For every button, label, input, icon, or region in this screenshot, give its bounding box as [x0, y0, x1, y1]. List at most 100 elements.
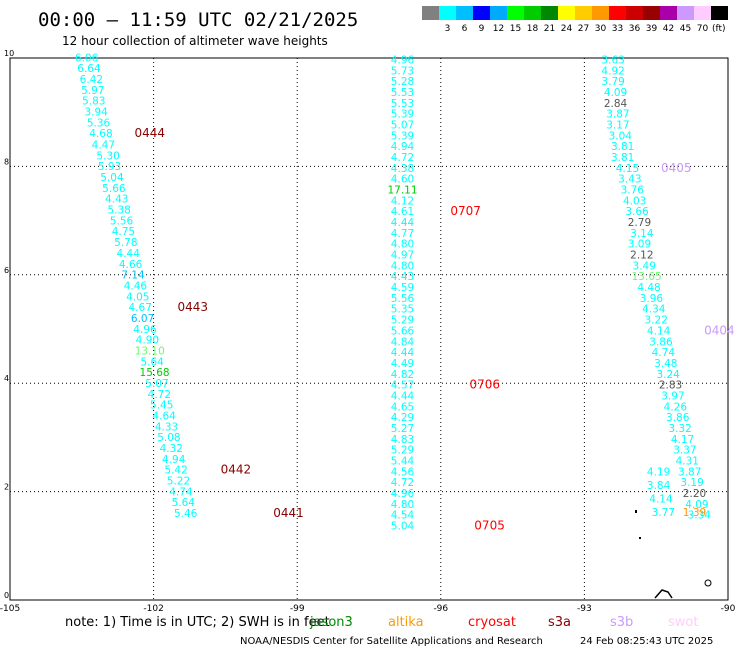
legend-item: s3a	[548, 615, 571, 630]
wave-height-value: 5.56	[391, 293, 415, 305]
legend-item: s3b	[610, 615, 633, 630]
wave-height-value: 4.65	[391, 401, 414, 413]
wave-height-value: 4.80	[391, 499, 414, 511]
x-tick-label: -105	[0, 604, 20, 614]
wave-height-value: 5.64	[140, 356, 164, 368]
wave-height-value: 4.09	[685, 499, 708, 511]
colorbar-label: 27	[578, 24, 589, 34]
orbit-label: 0443	[178, 300, 209, 314]
wave-height-value: 4.90	[136, 335, 159, 347]
orbit-label: 0707	[450, 204, 481, 218]
wave-height-value: 5.22	[167, 476, 190, 488]
wave-height-value: 5.36	[87, 117, 111, 129]
wave-height-value: 4.94	[162, 454, 186, 466]
colorbar-label: 12	[493, 24, 504, 34]
wave-height-value: 5.56	[110, 215, 134, 227]
wave-height-value: 7.14	[121, 270, 145, 282]
wave-height-value: 13.10	[135, 345, 165, 357]
y-tick-label: 6	[4, 266, 9, 275]
wave-height-value: 4.92	[601, 65, 624, 77]
wave-height-value: 4.44	[391, 217, 415, 229]
wave-height-value: 3.84	[647, 480, 671, 492]
x-tick-label: -99	[290, 604, 305, 614]
wave-height-value: 3.04	[609, 130, 633, 142]
colorbar-swatch	[711, 6, 728, 20]
wave-height-value: 3.32	[668, 423, 691, 435]
wave-height-value: 4.74	[652, 347, 676, 359]
wave-height-value: 5.46	[174, 508, 198, 520]
wave-height-value: 4.83	[391, 434, 414, 446]
colorbar-label: 42	[663, 24, 674, 34]
wave-height-value: 5.27	[391, 423, 414, 435]
colorbar-swatch	[558, 6, 575, 20]
wave-height-value: 4.96	[391, 488, 415, 500]
wave-height-value: 4.32	[160, 443, 183, 455]
wave-height-value: 3.87	[606, 109, 629, 121]
wave-height-value: 5.30	[96, 150, 119, 162]
wave-height-value: 5.78	[114, 237, 137, 249]
colorbar-swatch	[694, 6, 711, 20]
wave-height-value: 4.12	[391, 195, 414, 207]
wave-height-value: 4.67	[129, 302, 152, 314]
coastline-mark	[654, 589, 673, 599]
wave-height-value: 5.08	[157, 432, 180, 444]
wave-height-value: 6.42	[80, 74, 103, 86]
wave-height-value: 4.68	[89, 128, 112, 140]
wave-height-value: 2.20	[683, 488, 706, 500]
wave-height-value: 4.96	[133, 324, 157, 336]
wave-height-value: 5.04	[100, 172, 124, 184]
wave-height-value: 3.81	[611, 152, 634, 164]
colorbar-label: 18	[527, 24, 539, 34]
colorbar-label: 21	[544, 24, 555, 34]
legend-item: altika	[388, 615, 424, 630]
wave-height-value: 2.79	[628, 217, 651, 229]
wave-height-value: 4.03	[623, 195, 646, 207]
wave-height-value: 4.80	[391, 260, 414, 272]
wave-height-value: 4.44	[117, 248, 141, 260]
wave-height-value: 4.61	[391, 206, 414, 218]
wave-height-value: 3.24	[656, 369, 680, 381]
colorbar-swatch	[541, 6, 558, 20]
colorbar-label: 24	[561, 24, 573, 34]
wave-height-value: 4.34	[642, 304, 666, 316]
wave-height-value: 3.34	[688, 510, 712, 522]
wave-height-value: 4.57	[391, 380, 414, 392]
wave-height-value: 4.72	[391, 152, 414, 164]
colorbar-swatch	[660, 6, 677, 20]
colorbar-label: 45	[680, 24, 691, 34]
wave-height-value: 4.72	[391, 477, 414, 489]
wave-height-value: 4.77	[391, 228, 414, 240]
wave-height-value: 4.15	[616, 163, 639, 175]
colorbar-label: 9	[479, 24, 485, 34]
orbit-label: 0404	[704, 323, 735, 337]
wave-height-value: 4.82	[391, 369, 414, 381]
colorbar-swatch	[456, 6, 473, 20]
wave-height-value: 4.31	[676, 456, 699, 468]
wave-height-value: 4.19	[647, 466, 670, 478]
colorbar-unit: (ft)	[712, 24, 726, 34]
wave-height-value: 3.37	[673, 445, 696, 457]
colorbar-label: 6	[462, 24, 468, 34]
wave-height-value: 4.14	[649, 493, 673, 505]
orbit-label: 0441	[273, 506, 304, 520]
colorbar-label: 3	[445, 24, 451, 34]
land-outline	[635, 510, 712, 599]
x-tick-label: -96	[433, 604, 448, 614]
colorbar-swatch	[490, 6, 507, 20]
wave-height-value: 17.11	[387, 185, 417, 197]
colorbar-swatch	[575, 6, 592, 20]
wave-height-value: 4.48	[637, 282, 660, 294]
colorbar-swatch	[422, 6, 439, 20]
wave-height-value: 3.43	[618, 174, 641, 186]
wave-height-value: 4.46	[124, 280, 148, 292]
orbit-label: 0442	[221, 463, 252, 477]
colorbar-swatch	[524, 6, 541, 20]
wave-height-value: 4.49	[391, 358, 414, 370]
colorbar-swatch	[439, 6, 456, 20]
colorbar-swatch	[677, 6, 694, 20]
colorbar-swatch	[609, 6, 626, 20]
wave-height-value: 6.07	[131, 313, 154, 325]
footer-note: note: 1) Time is in UTC; 2) SWH is in fe…	[65, 615, 330, 630]
wave-height-value: 3.14	[630, 228, 654, 240]
wave-height-value: 3.09	[628, 239, 651, 251]
